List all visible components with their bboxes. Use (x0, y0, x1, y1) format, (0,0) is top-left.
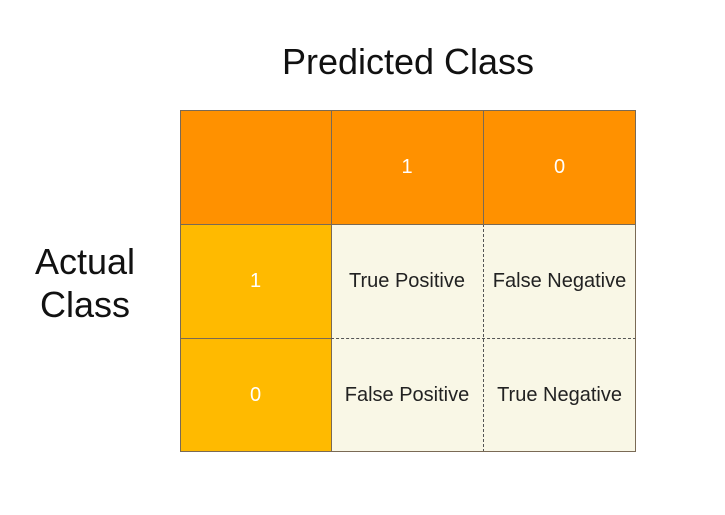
grid-line-horizontal-2-body (331, 338, 636, 339)
actual-class-title-line1: Actual (34, 241, 136, 282)
column-header-1: 1 (331, 110, 483, 224)
confusion-matrix: 1 0 1 True Positive False Negative 0 Fal… (180, 110, 636, 452)
cell-true-positive: True Positive (331, 224, 483, 338)
actual-class-title: Actual Class (20, 240, 150, 326)
grid-line-horizontal-2-rowheader (180, 338, 331, 339)
cell-true-negative: True Negative (483, 338, 636, 452)
row-header-0: 0 (180, 338, 331, 452)
cell-false-negative: False Negative (483, 224, 636, 338)
row-header-1: 1 (180, 224, 331, 338)
corner-cell (180, 110, 331, 224)
grid-line-horizontal-1 (180, 224, 636, 225)
grid-line-vertical-1 (331, 110, 332, 452)
column-header-0: 0 (483, 110, 636, 224)
grid-line-vertical-2-header (483, 110, 484, 224)
cell-false-positive: False Positive (331, 338, 483, 452)
predicted-class-title: Predicted Class (281, 41, 535, 82)
actual-class-title-line2: Class (39, 284, 131, 325)
